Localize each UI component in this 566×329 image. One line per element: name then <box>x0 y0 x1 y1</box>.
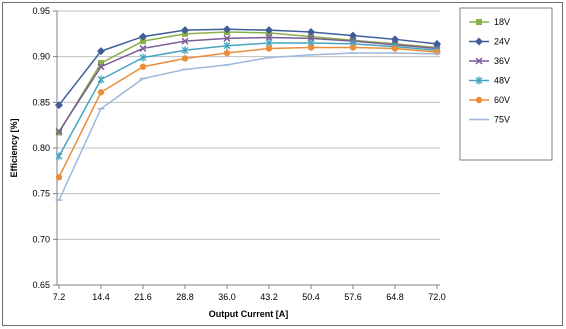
x-tick-label: 7.2 <box>53 292 66 302</box>
data-point <box>223 34 231 42</box>
series-24v <box>55 25 441 110</box>
series-line <box>58 52 438 201</box>
legend-label: 24V <box>494 37 510 47</box>
legend-marker <box>475 76 483 85</box>
data-point <box>223 49 231 57</box>
x-tick-label: 72.0 <box>428 292 446 302</box>
data-point <box>265 26 273 35</box>
y-tick-label: 0.80 <box>32 143 50 153</box>
legend-marker <box>475 57 483 65</box>
x-tick-label: 43.2 <box>260 292 278 302</box>
legend-label: 48V <box>494 76 510 86</box>
legend-item: 36V <box>469 56 510 66</box>
legend-label: 18V <box>494 17 510 27</box>
legend-item: 24V <box>469 37 510 47</box>
data-point <box>139 53 147 62</box>
data-point <box>181 46 189 55</box>
data-point <box>391 45 399 52</box>
series-75v <box>55 52 441 201</box>
data-point <box>349 31 357 40</box>
data-point <box>181 26 189 35</box>
data-point <box>223 41 231 50</box>
legend-label: 75V <box>494 115 510 125</box>
x-tick-label: 28.8 <box>176 292 194 302</box>
x-tick-label: 36.0 <box>218 292 236 302</box>
data-point <box>97 75 105 84</box>
data-point <box>97 63 105 71</box>
data-point <box>97 89 105 96</box>
legend-marker <box>476 19 482 25</box>
x-tick-label: 57.6 <box>344 292 362 302</box>
data-point <box>139 63 147 70</box>
legend-item: 60V <box>469 95 510 105</box>
data-point <box>307 44 315 51</box>
grid-lines <box>57 10 440 286</box>
series-line <box>58 46 438 178</box>
data-point <box>98 60 104 67</box>
y-tick-label: 0.65 <box>32 280 50 290</box>
data-point <box>55 174 63 181</box>
legend-item: 18V <box>469 17 510 27</box>
y-tick-label: 0.70 <box>32 234 50 244</box>
data-point <box>223 25 231 34</box>
x-tick-label: 50.4 <box>302 292 320 302</box>
data-point <box>55 128 63 136</box>
axes: 0.65 0.70 0.75 0.80 0.85 0.90 0.95 7.2 14.4 21.6 2… <box>32 6 445 302</box>
x-tick-label: 64.8 <box>386 292 404 302</box>
data-point <box>308 33 314 40</box>
data-point <box>181 55 189 62</box>
data-point <box>349 44 357 51</box>
legend-marker <box>475 37 483 46</box>
y-tick-label: 0.95 <box>32 6 50 16</box>
y-axis-title: Efficiency [%] <box>9 118 19 177</box>
y-tick-label: 0.75 <box>32 189 50 199</box>
x-axis-title: Output Current [A] <box>209 309 288 319</box>
data-point <box>265 45 273 52</box>
data-point <box>97 47 105 56</box>
x-tick-label: 21.6 <box>134 292 152 302</box>
data-point <box>139 44 147 52</box>
y-tick-label: 0.85 <box>32 97 50 107</box>
series-line <box>58 28 438 106</box>
y-tick-label: 0.90 <box>32 52 50 62</box>
series-line <box>58 42 438 157</box>
data-point <box>391 35 399 44</box>
series-60v <box>55 44 441 181</box>
data-series <box>55 25 441 201</box>
legend: 18V 24V 36V 48V 60V 75V <box>459 7 553 161</box>
data-point <box>307 28 315 37</box>
legend-label: 60V <box>494 95 510 105</box>
data-point <box>140 38 146 45</box>
series-line <box>58 31 438 133</box>
legend-marker <box>475 96 483 104</box>
x-tick-label: 14.4 <box>92 292 110 302</box>
data-point <box>55 152 63 161</box>
legend-box <box>459 7 553 161</box>
data-point <box>139 32 147 41</box>
legend-label: 36V <box>494 56 510 66</box>
data-point <box>55 101 63 110</box>
data-point <box>265 33 273 42</box>
series-line <box>58 36 438 132</box>
legend-item: 48V <box>469 76 510 86</box>
data-point <box>181 37 189 45</box>
legend-item: 75V <box>469 115 510 125</box>
